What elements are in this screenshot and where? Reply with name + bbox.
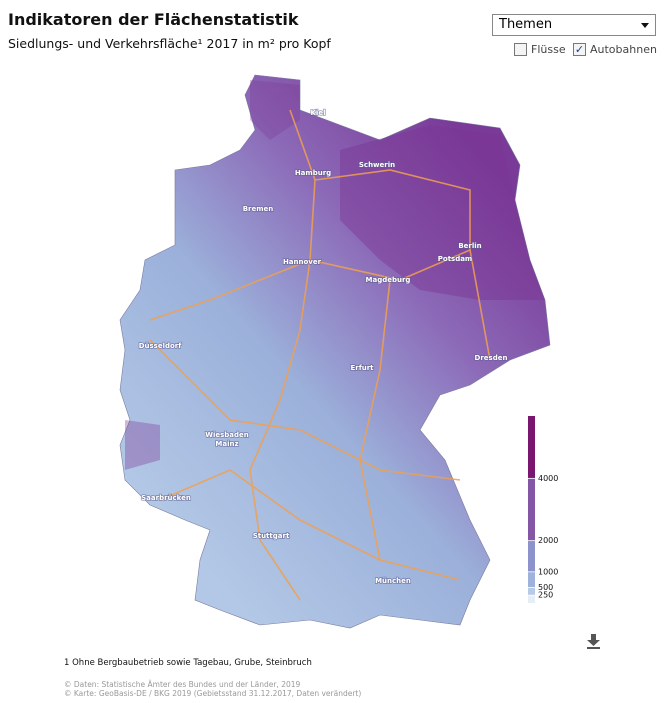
city-label: Kiel (311, 109, 326, 117)
checkbox[interactable] (514, 43, 527, 56)
source: © Daten: Statistische Ämter des Bundes u… (64, 680, 301, 689)
city-label: Hannover (283, 258, 322, 266)
city-label: Hamburg (295, 169, 331, 177)
city-label: Düsseldorf (139, 342, 183, 350)
city-label: Wiesbaden (205, 431, 249, 439)
city-label: München (375, 577, 411, 585)
germany (119, 74, 551, 629)
autobahnen (149, 109, 491, 601)
legend-tick-label: 500 (538, 583, 553, 592)
legend-tick-label: 4000 (538, 474, 558, 483)
legend-swatch (528, 595, 535, 603)
city-label: Berlin (458, 242, 481, 250)
city-labels: Kiel Hamburg Schwerin Bremen Berlin Pots… (138, 108, 508, 586)
legend-swatch (528, 587, 535, 596)
checkbox-fluesse[interactable]: Flüsse (514, 43, 566, 56)
legend-swatch (528, 416, 535, 479)
purple-region (125, 420, 160, 470)
legend-swatch (528, 571, 535, 588)
city-label: Schwerin (359, 161, 395, 169)
dropdown[interactable]: Themen (492, 14, 656, 36)
footnote: 1 Ohne Bergbaubetrieb sowie Tagebau, Gru… (64, 658, 312, 668)
legend-swatch (528, 478, 535, 541)
map: Kiel Hamburg Schwerin Bremen Berlin Pots… (119, 74, 600, 649)
legend-swatch (528, 540, 535, 572)
checkbox-autobahnen[interactable]: ✓ Autobahnen (573, 43, 657, 56)
title: Indikatoren der Flächenstatistik (8, 10, 299, 29)
city-label: Dresden (475, 354, 508, 362)
city-label: Mainz (215, 440, 238, 448)
purple-region (250, 80, 300, 140)
city-label: Saarbrücken (141, 494, 191, 502)
legend-tick-label: 250 (538, 591, 553, 600)
legend-tick-label: 2000 (538, 536, 558, 545)
checkbox-label: Flüsse (531, 43, 566, 56)
city-label: Erfurt (350, 364, 374, 372)
city-label: Magdeburg (366, 276, 411, 284)
download-icon[interactable] (587, 634, 600, 649)
checkbox[interactable]: ✓ (573, 43, 586, 56)
checkbox-label: Autobahnen (590, 43, 657, 56)
subtitle: Siedlungs- und Verkehrsfläche¹ 2017 in m… (8, 36, 331, 51)
city-label: Stuttgart (253, 532, 290, 540)
purple-region (340, 125, 545, 300)
source: © Karte: GeoBasis-DE / BKG 2019 (Gebiets… (64, 689, 362, 698)
city-label: Bremen (243, 205, 274, 213)
city-label: Potsdam (438, 255, 472, 263)
legend-tick-label: 1000 (538, 567, 558, 576)
